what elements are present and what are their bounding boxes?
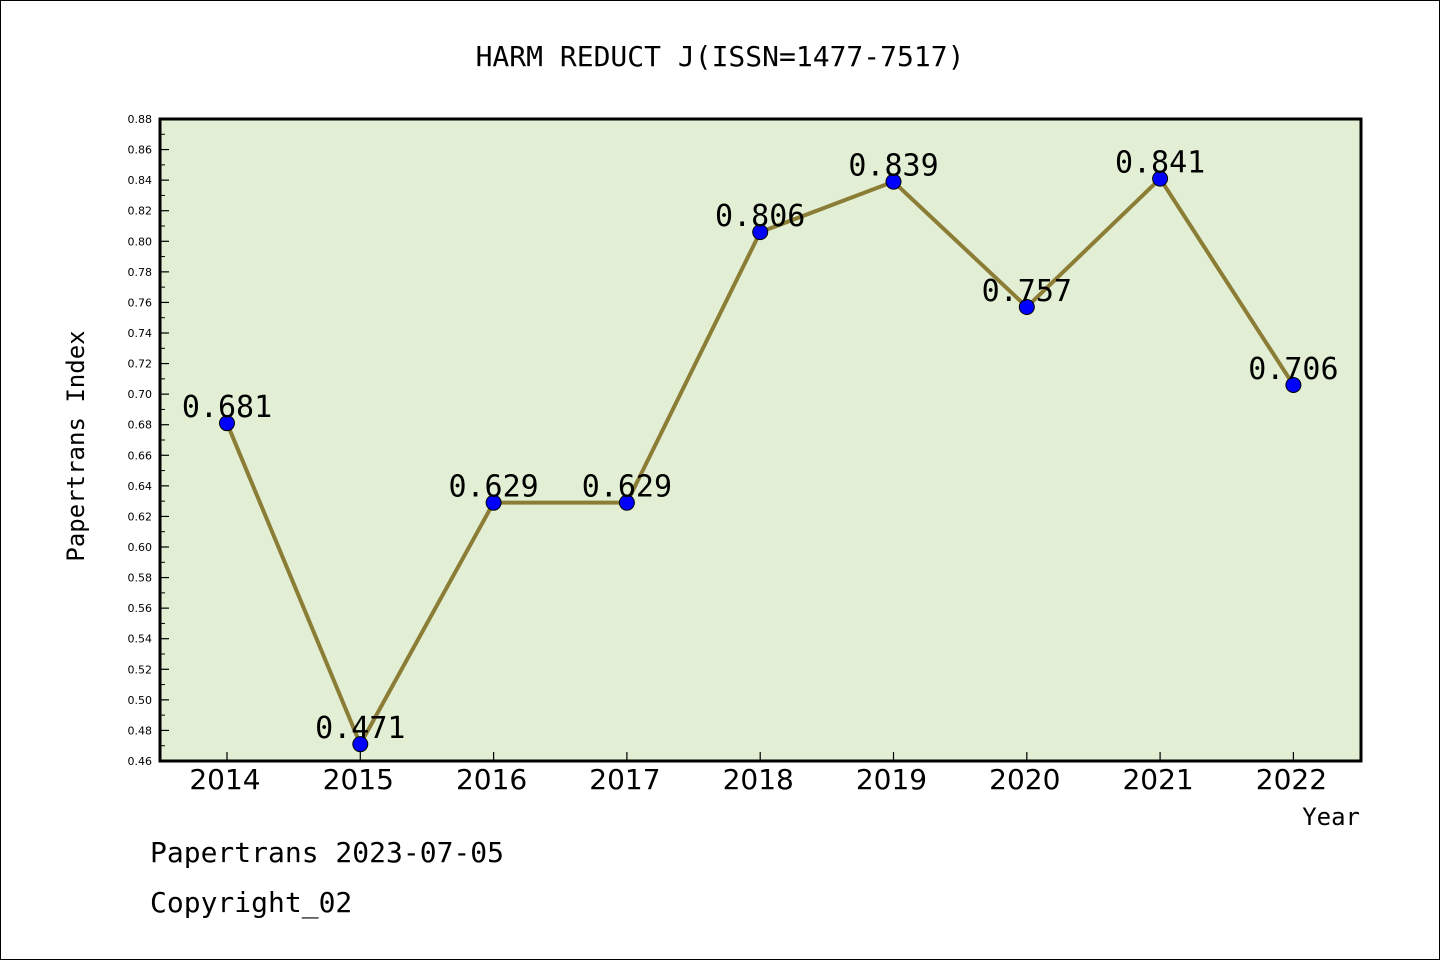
y-tick-label: 0.66 xyxy=(128,449,153,462)
y-tick-label: 0.80 xyxy=(128,235,153,248)
footer-date: Papertrans 2023-07-05 xyxy=(150,836,505,869)
data-point xyxy=(1152,170,1169,187)
data-labels: 0.681 0.471 0.629 0.629 0.806 0.839 0.757 0.841… xyxy=(182,146,1339,747)
x-tick-label: 2017 xyxy=(589,763,660,796)
y-tick-label: 0.82 xyxy=(128,205,153,218)
data-point xyxy=(1018,299,1035,316)
y-tick-label: 0.88 xyxy=(128,113,153,126)
data-label: 0.681 xyxy=(182,390,272,425)
data-label: 0.629 xyxy=(582,470,672,505)
x-axis: 2014 2015 2016 2017 2018 2019 2020 2021 2022 xyxy=(189,752,1327,796)
data-point xyxy=(1285,376,1302,393)
y-tick-label: 0.52 xyxy=(128,663,153,676)
data-label: 0.839 xyxy=(848,149,938,184)
x-tick-label: 2014 xyxy=(189,763,260,796)
data-point xyxy=(618,494,635,511)
y-tick-label: 0.50 xyxy=(128,694,153,707)
footer-copyright: Copyright_02 xyxy=(150,886,353,919)
x-tick-label: 2019 xyxy=(856,763,927,796)
x-tick-label: 2020 xyxy=(989,763,1060,796)
y-tick-label: 0.60 xyxy=(128,541,153,554)
y-tick-label: 0.54 xyxy=(128,633,153,646)
y-tick-label: 0.74 xyxy=(128,327,153,340)
y-tick-label: 0.86 xyxy=(128,144,153,157)
y-tick-label: 0.56 xyxy=(128,602,153,615)
y-tick-label: 0.68 xyxy=(128,419,153,432)
data-label: 0.841 xyxy=(1115,146,1205,181)
data-label: 0.757 xyxy=(982,274,1072,309)
data-point xyxy=(219,415,235,432)
y-axis: 0.46 0.48 0.50 0.52 0.54 0.56 0.58 0.60 0.62 0.64… xyxy=(128,113,169,768)
y-tick-label: 0.70 xyxy=(128,388,153,401)
y-tick-label: 0.58 xyxy=(128,572,153,585)
y-tick-label: 0.64 xyxy=(128,480,153,493)
x-tick-label: 2022 xyxy=(1256,763,1327,796)
data-label: 0.629 xyxy=(448,470,538,505)
chart-title: HARM REDUCT J(ISSN=1477-7517) xyxy=(476,40,965,73)
x-tick-label: 2021 xyxy=(1122,763,1193,796)
data-label: 0.806 xyxy=(715,199,805,234)
data-point xyxy=(485,494,502,511)
y-tick-label: 0.78 xyxy=(128,266,153,279)
data-label: 0.706 xyxy=(1248,352,1338,387)
data-points xyxy=(219,170,1302,753)
x-tick-label: 2018 xyxy=(723,763,794,796)
y-tick-label: 0.72 xyxy=(128,358,153,371)
y-tick-label: 0.46 xyxy=(128,755,153,768)
x-tick-label: 2016 xyxy=(456,763,527,796)
y-tick-label: 0.62 xyxy=(128,510,153,523)
y-tick-label: 0.48 xyxy=(128,724,153,737)
y-tick-label: 0.76 xyxy=(128,296,153,309)
data-label: 0.471 xyxy=(315,711,405,746)
x-axis-label: Year xyxy=(1302,803,1360,831)
data-point xyxy=(352,736,369,753)
data-point xyxy=(885,173,902,190)
y-tick-label: 0.84 xyxy=(128,174,153,187)
data-point xyxy=(752,224,769,241)
x-tick-label: 2015 xyxy=(323,763,394,796)
y-axis-label: Papertrans Index xyxy=(62,330,90,561)
